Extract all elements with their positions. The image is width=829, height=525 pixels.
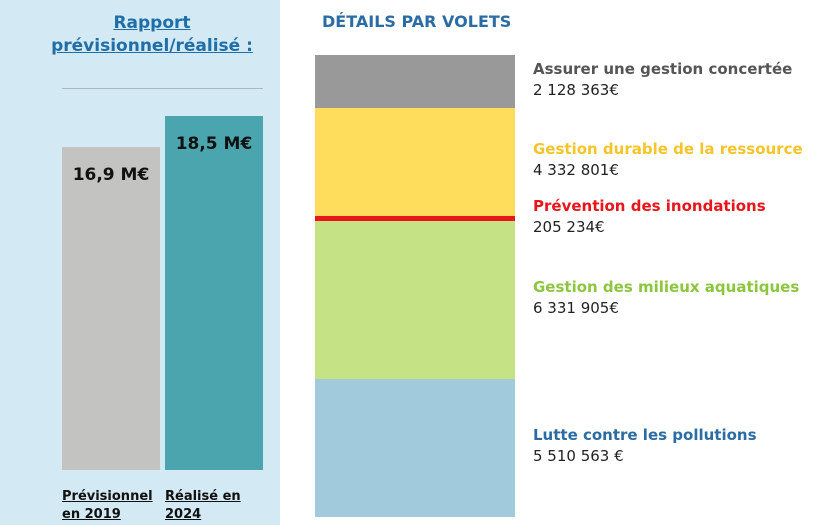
x-tick-label: Réalisé en 2024 bbox=[165, 489, 241, 522]
value-label: 2 128 363€ bbox=[533, 80, 619, 99]
legend-label: Prévention des inondations bbox=[533, 196, 766, 215]
legend-label: Lutte contre les pollutions bbox=[533, 426, 757, 445]
value-label: 5 510 563 € bbox=[533, 447, 624, 466]
bar bbox=[165, 116, 263, 470]
chart-title: Rapport prévisionnel/réalisé : bbox=[51, 13, 253, 56]
bar-segment bbox=[315, 55, 515, 109]
bar-segment bbox=[315, 221, 515, 380]
legend-label: Assurer une gestion concertée bbox=[533, 59, 793, 78]
value-label: 205 234€ bbox=[533, 217, 605, 236]
value-label: 6 331 905€ bbox=[533, 299, 619, 318]
chart-title: DÉTAILS PAR VOLETS bbox=[322, 12, 512, 31]
value-label: 16,9 M€ bbox=[72, 164, 150, 185]
legend-label: Gestion des milieux aquatiques bbox=[533, 278, 800, 297]
x-tick-label: Prévisionnel en 2019 bbox=[62, 489, 153, 522]
bar-segment bbox=[315, 108, 515, 217]
value-label: 4 332 801€ bbox=[533, 161, 619, 180]
value-label: 18,5 M€ bbox=[175, 134, 253, 154]
bar-segment bbox=[315, 379, 515, 517]
separator bbox=[62, 88, 263, 89]
bar bbox=[62, 146, 160, 470]
legend-label: Gestion durable de la ressource bbox=[533, 140, 803, 159]
bar-segment bbox=[315, 216, 515, 222]
